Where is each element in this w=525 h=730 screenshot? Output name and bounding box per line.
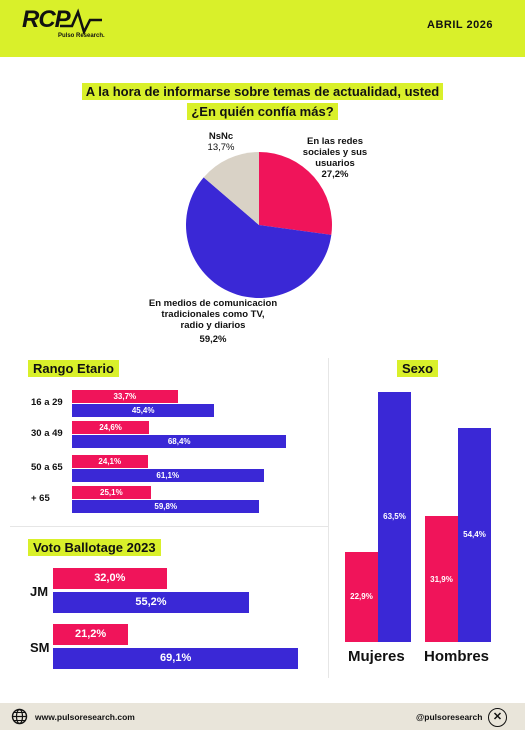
footer	[0, 703, 525, 730]
sexo-category-label: Hombres	[424, 648, 490, 665]
sexo-title: Sexo	[397, 360, 439, 377]
globe-icon	[11, 708, 28, 725]
rango-bar-blue: 45,4%	[72, 404, 215, 417]
pie-slice-1	[186, 177, 332, 298]
voto-category-label: JM	[30, 584, 49, 599]
question-line2: ¿En quién confía más?	[187, 103, 338, 120]
pie-label-redes: En las redes sociales y sus usuarios 27,…	[294, 136, 376, 180]
voto-bar-pink: 32,0%	[53, 568, 167, 589]
question-line1: A la hora de informarse sobre temas de a…	[81, 83, 444, 100]
voto-bar-blue: 55,2%	[53, 592, 249, 613]
pie-label-medios-line2: tradicionales como TV,	[161, 309, 265, 320]
pie-label-redes-line3: usuarios	[315, 158, 355, 169]
rango-bar-pink: 25,1%	[72, 486, 151, 499]
x-icon[interactable]: ✕	[488, 708, 507, 727]
pie-chart	[186, 152, 332, 298]
ballotage-title: Voto Ballotage 2023	[28, 539, 161, 556]
pie-slice-2	[203, 152, 259, 225]
pie-label-medios: En medios de comunicacion tradicionales …	[148, 298, 278, 345]
rango-category-label: 16 a 29	[31, 397, 63, 408]
rango-bar-pink: 24,6%	[72, 421, 150, 434]
pie-label-redes-line1: En las redes	[307, 136, 363, 147]
pie-label-medios-line3: radio y diarios	[180, 320, 246, 331]
rango-category-label: + 65	[31, 493, 50, 504]
voto-bar-blue: 69,1%	[53, 648, 299, 669]
rango-bar-blue: 59,8%	[72, 500, 260, 513]
pie-value-nsnc: 13,7%	[207, 142, 235, 153]
footer-handle[interactable]: @pulsoresearch	[416, 712, 483, 722]
rango-bar-blue: 68,4%	[72, 435, 287, 448]
rango-bar-blue: 61,1%	[72, 469, 264, 482]
top-banner	[0, 0, 525, 57]
rango-bar-pink: 24,1%	[72, 455, 148, 468]
voto-category-label: SM	[30, 640, 50, 655]
sexo-category-label: Mujeres	[348, 648, 405, 665]
footer-website[interactable]: www.pulsoresearch.com	[35, 712, 135, 722]
voto-bar-pink: 21,2%	[53, 624, 129, 645]
logo: RCP	[22, 6, 71, 33]
logo-subtitle: Pulso Research.	[58, 33, 105, 39]
divider-vertical	[328, 358, 329, 678]
sexo-bar-blue: 63,5%	[378, 391, 411, 642]
pie-label-medios-line1: En medios de comunicacion	[148, 298, 278, 309]
question: A la hora de informarse sobre temas de a…	[0, 83, 525, 121]
report-date: ABRIL 2026	[427, 19, 493, 31]
pie-slice-0	[259, 152, 332, 235]
rango-etario-title: Rango Etario	[28, 360, 119, 377]
rango-category-label: 30 a 49	[31, 428, 63, 439]
pie-label-redes-line2: sociales y sus	[302, 147, 368, 158]
pie-label-nsnc: NsNc 13,7%	[196, 131, 246, 153]
pulse-logo-icon	[60, 8, 102, 34]
pie-label-nsnc-text: NsNc	[208, 131, 234, 142]
pie-value-redes: 27,2%	[321, 169, 349, 180]
sexo-bar-blue: 54,4%	[458, 427, 491, 642]
rango-bar-pink: 33,7%	[72, 390, 178, 403]
pie-value-medios: 59,2%	[199, 334, 227, 345]
rango-category-label: 50 a 65	[31, 462, 63, 473]
sexo-bar-pink: 31,9%	[425, 516, 458, 642]
divider-horizontal	[10, 526, 328, 527]
sexo-bar-pink: 22,9%	[345, 551, 378, 642]
